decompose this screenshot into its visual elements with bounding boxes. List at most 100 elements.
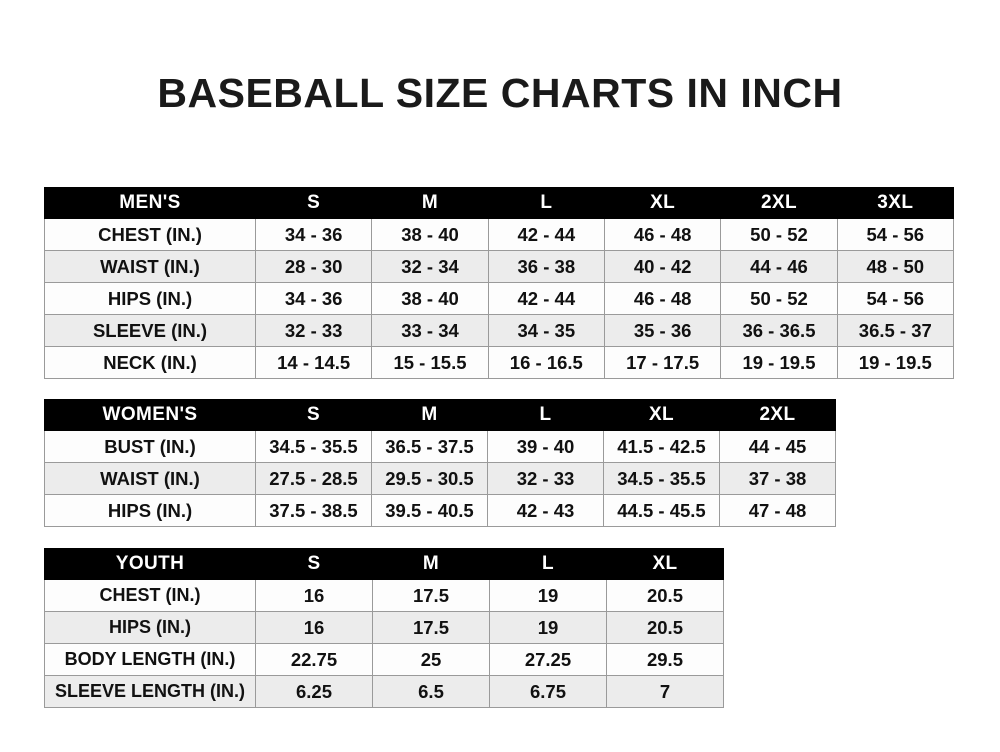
table-cell: 29.5 bbox=[606, 643, 724, 676]
table-cell: 37 - 38 bbox=[719, 462, 836, 495]
page-title: BASEBALL SIZE CHARTS IN INCH bbox=[157, 70, 843, 116]
table-cell: 20.5 bbox=[606, 579, 724, 612]
table-cell: 7 bbox=[606, 675, 724, 708]
table-cell: 36.5 - 37.5 bbox=[371, 430, 488, 463]
mens-header-size-3xl: 3XL bbox=[836, 187, 954, 219]
youth-header-category: YOUTH bbox=[44, 548, 256, 580]
mens-size-table: MEN'S S M L XL 2XL 3XL CHEST (IN.) 34 - … bbox=[44, 187, 954, 379]
table-cell: 19 - 19.5 bbox=[720, 346, 838, 379]
womens-size-table: WOMEN'S S M L XL 2XL BUST (IN.) 34.5 - 3… bbox=[44, 399, 836, 527]
table-cell: 19 bbox=[489, 579, 607, 612]
table-cell: 47 - 48 bbox=[719, 494, 836, 527]
table-cell: 42 - 43 bbox=[487, 494, 604, 527]
table-cell: 54 - 56 bbox=[836, 218, 954, 251]
table-row: CHEST (IN.) 34 - 36 38 - 40 42 - 44 46 -… bbox=[44, 218, 954, 251]
table-cell: 16 - 16.5 bbox=[487, 346, 605, 379]
table-cell: 37.5 - 38.5 bbox=[255, 494, 372, 527]
table-cell: 29.5 - 30.5 bbox=[371, 462, 488, 495]
table-cell: 46 - 48 bbox=[603, 282, 722, 315]
table-cell: 34 - 35 bbox=[487, 314, 605, 347]
row-label: CHEST (IN.) bbox=[44, 579, 256, 612]
table-row: NECK (IN.) 14 - 14.5 15 - 15.5 16 - 16.5… bbox=[44, 346, 954, 379]
mens-header-size-m: M bbox=[371, 187, 489, 219]
table-row: WAIST (IN.) 27.5 - 28.5 29.5 - 30.5 32 -… bbox=[44, 462, 836, 495]
mens-header-size-l: L bbox=[487, 187, 605, 219]
table-cell: 19 - 19.5 bbox=[836, 346, 954, 379]
row-label: SLEEVE (IN.) bbox=[44, 314, 256, 347]
womens-table-head: WOMEN'S S M L XL 2XL bbox=[44, 399, 836, 431]
table-cell: 25 bbox=[372, 643, 490, 676]
table-cell: 39.5 - 40.5 bbox=[371, 494, 488, 527]
table-cell: 22.75 bbox=[255, 643, 373, 676]
table-cell: 32 - 34 bbox=[371, 250, 489, 283]
table-cell: 34.5 - 35.5 bbox=[603, 462, 720, 495]
womens-table-body: BUST (IN.) 34.5 - 35.5 36.5 - 37.5 39 - … bbox=[44, 430, 836, 527]
table-cell: 39 - 40 bbox=[487, 430, 604, 463]
table-cell: 15 - 15.5 bbox=[371, 346, 489, 379]
row-label: HIPS (IN.) bbox=[44, 611, 256, 644]
row-label: WAIST (IN.) bbox=[44, 462, 256, 495]
mens-header-size-xl: XL bbox=[603, 187, 722, 219]
table-cell: 17.5 bbox=[372, 579, 490, 612]
table-cell: 33 - 34 bbox=[371, 314, 489, 347]
table-cell: 20.5 bbox=[606, 611, 724, 644]
table-cell: 40 - 42 bbox=[603, 250, 722, 283]
table-cell: 34 - 36 bbox=[254, 282, 373, 315]
row-label: HIPS (IN.) bbox=[44, 282, 256, 315]
table-cell: 36 - 36.5 bbox=[720, 314, 838, 347]
row-label: CHEST (IN.) bbox=[44, 218, 256, 251]
womens-header-size-s: S bbox=[255, 399, 372, 431]
table-cell: 16 bbox=[255, 611, 373, 644]
table-cell: 48 - 50 bbox=[836, 250, 954, 283]
mens-header-size-2xl: 2XL bbox=[720, 187, 838, 219]
mens-table-body: CHEST (IN.) 34 - 36 38 - 40 42 - 44 46 -… bbox=[44, 218, 954, 379]
table-cell: 17.5 bbox=[372, 611, 490, 644]
table-row: HIPS (IN.) 37.5 - 38.5 39.5 - 40.5 42 - … bbox=[44, 494, 836, 527]
row-label: WAIST (IN.) bbox=[44, 250, 256, 283]
table-cell: 16 bbox=[255, 579, 373, 612]
table-row: SLEEVE (IN.) 32 - 33 33 - 34 34 - 35 35 … bbox=[44, 314, 954, 347]
table-cell: 6.75 bbox=[489, 675, 607, 708]
youth-header-row: YOUTH S M L XL bbox=[44, 548, 724, 580]
table-cell: 35 - 36 bbox=[603, 314, 722, 347]
table-row: BUST (IN.) 34.5 - 35.5 36.5 - 37.5 39 - … bbox=[44, 430, 836, 463]
womens-header-size-m: M bbox=[371, 399, 488, 431]
womens-header-category: WOMEN'S bbox=[44, 399, 256, 431]
table-cell: 38 - 40 bbox=[371, 218, 489, 251]
womens-header-size-2xl: 2XL bbox=[719, 399, 836, 431]
table-cell: 46 - 48 bbox=[603, 218, 722, 251]
table-cell: 17 - 17.5 bbox=[603, 346, 722, 379]
row-label: SLEEVE LENGTH (IN.) bbox=[44, 675, 256, 708]
youth-table-body: CHEST (IN.) 16 17.5 19 20.5 HIPS (IN.) 1… bbox=[44, 579, 724, 708]
table-row: CHEST (IN.) 16 17.5 19 20.5 bbox=[44, 579, 724, 612]
table-cell: 44.5 - 45.5 bbox=[603, 494, 720, 527]
youth-table-head: YOUTH S M L XL bbox=[44, 548, 724, 580]
row-label: BODY LENGTH (IN.) bbox=[44, 643, 256, 676]
table-row: HIPS (IN.) 16 17.5 19 20.5 bbox=[44, 611, 724, 644]
womens-header-size-xl: XL bbox=[603, 399, 720, 431]
table-cell: 36.5 - 37 bbox=[836, 314, 954, 347]
womens-header-size-l: L bbox=[487, 399, 604, 431]
row-label: NECK (IN.) bbox=[44, 346, 256, 379]
table-cell: 44 - 46 bbox=[720, 250, 838, 283]
table-cell: 54 - 56 bbox=[836, 282, 954, 315]
table-cell: 32 - 33 bbox=[254, 314, 373, 347]
table-row: HIPS (IN.) 34 - 36 38 - 40 42 - 44 46 - … bbox=[44, 282, 954, 315]
mens-table-head: MEN'S S M L XL 2XL 3XL bbox=[44, 187, 954, 219]
table-cell: 34 - 36 bbox=[254, 218, 373, 251]
table-cell: 50 - 52 bbox=[720, 282, 838, 315]
table-cell: 6.25 bbox=[255, 675, 373, 708]
mens-header-row: MEN'S S M L XL 2XL 3XL bbox=[44, 187, 954, 219]
table-cell: 28 - 30 bbox=[254, 250, 373, 283]
table-cell: 42 - 44 bbox=[487, 282, 605, 315]
row-label: HIPS (IN.) bbox=[44, 494, 256, 527]
table-cell: 41.5 - 42.5 bbox=[603, 430, 720, 463]
table-cell: 36 - 38 bbox=[487, 250, 605, 283]
row-label: BUST (IN.) bbox=[44, 430, 256, 463]
table-cell: 32 - 33 bbox=[487, 462, 604, 495]
table-row: BODY LENGTH (IN.) 22.75 25 27.25 29.5 bbox=[44, 643, 724, 676]
table-cell: 27.5 - 28.5 bbox=[255, 462, 372, 495]
table-cell: 42 - 44 bbox=[487, 218, 605, 251]
table-cell: 6.5 bbox=[372, 675, 490, 708]
